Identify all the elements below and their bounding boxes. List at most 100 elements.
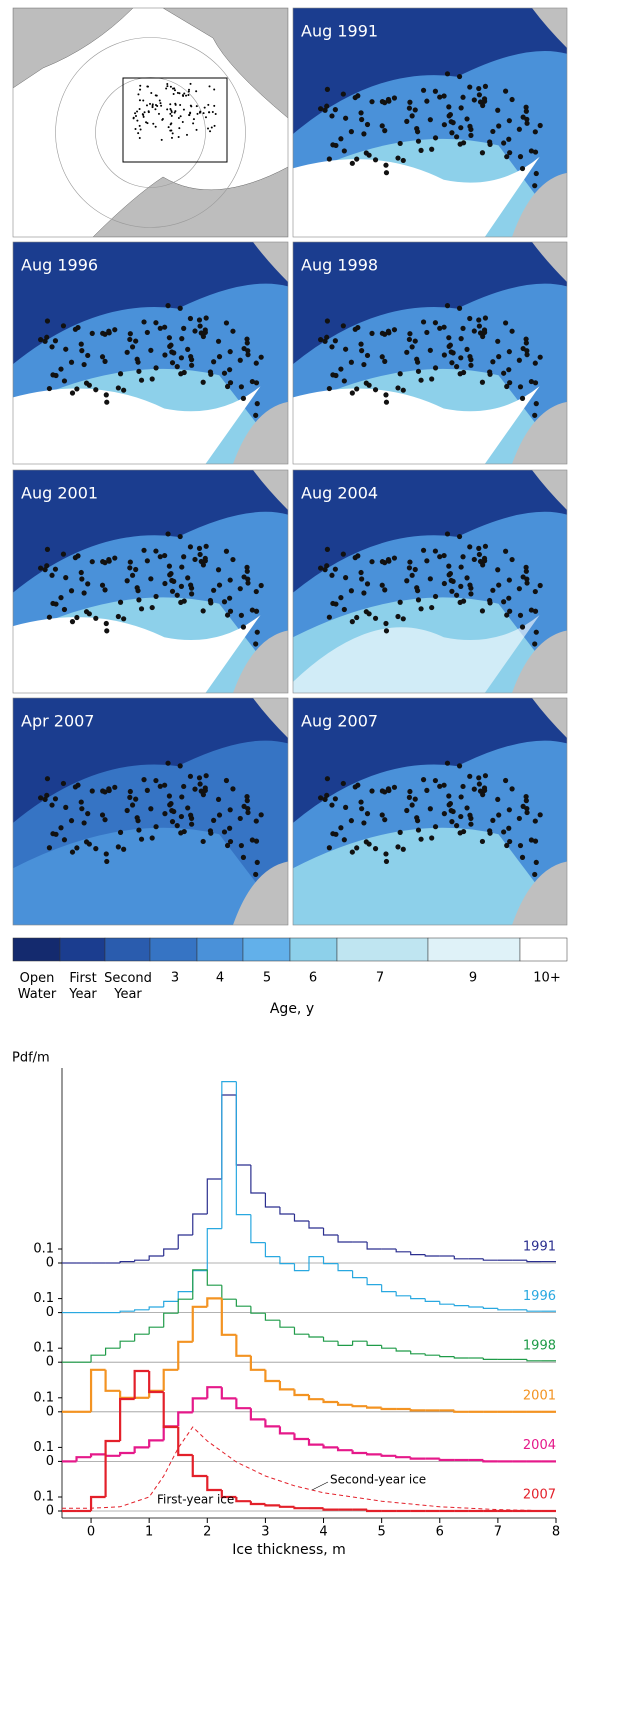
buoy [324,334,330,340]
buoy [506,595,512,601]
y-tick-label: 0.1 [33,1341,54,1356]
buoy [189,821,195,827]
histogram-bin [163,1300,179,1307]
buoy [178,599,184,606]
buoy [238,842,244,849]
buoy [89,788,95,794]
buoy [203,106,206,109]
histogram-bin [148,1371,164,1394]
buoy [467,315,473,322]
buoy [395,844,401,850]
buoy [354,614,360,621]
buoy [136,119,139,122]
buoy [379,788,385,794]
buoy [460,783,466,790]
buoy [136,597,142,603]
series-label: 1991 [523,1240,556,1255]
buoy [407,559,413,565]
buoy [172,93,175,96]
buoy [60,551,67,557]
map-panel [12,7,289,238]
buoy [185,346,191,352]
histogram-bin [206,1227,222,1271]
buoy [179,564,185,570]
colorbar-swatch [12,937,61,962]
buoy [359,576,365,582]
buoy [53,831,59,837]
buoy [153,824,159,830]
buoy [359,806,365,812]
colorbar-swatch [104,937,151,962]
buoy [153,548,159,554]
buoy [506,577,512,583]
y-tick-label: 0 [46,1504,54,1519]
buoy [170,111,173,114]
buoy [333,601,339,607]
buoy [121,846,127,852]
histogram-bin [235,1299,251,1307]
histogram-bin [526,1260,542,1263]
buoy [471,328,477,334]
buoy [151,104,154,107]
buoy [467,582,473,588]
buoy [185,94,188,97]
buoy [177,533,183,540]
buoy [340,780,346,787]
buoy [412,566,418,573]
buoy [490,128,496,135]
buoy [146,85,149,88]
buoy [395,385,401,391]
buoy [449,819,455,825]
buoy [244,564,250,570]
buoy [467,353,473,360]
buoy [456,533,463,540]
buoy [467,84,473,90]
histogram-bin [424,1353,440,1356]
buoy [195,105,198,108]
buoy [471,556,477,563]
buoy [138,377,145,383]
histogram-bin [177,1290,193,1302]
buoy [329,113,335,119]
buoy [523,564,529,570]
buoy [167,343,173,349]
buoy [178,813,185,820]
histogram-bin [337,1235,353,1243]
histogram-bin [380,1407,397,1411]
buoy [412,107,418,113]
buoy [170,109,173,112]
buoy [145,121,148,124]
buoy [37,795,44,801]
reference-curve [62,1426,557,1512]
buoy [187,315,194,322]
leader [311,1481,329,1491]
histogram-bin [307,1395,324,1401]
buoy [174,592,180,598]
buoy [441,352,447,358]
buoy [343,346,349,352]
buoy [187,773,194,779]
buoy [383,170,390,176]
buoy [112,327,118,333]
buoy [501,829,507,835]
panel-frame [12,241,289,465]
histogram-bin [293,1327,309,1335]
histogram-bin [337,1341,353,1347]
buoy [188,353,194,360]
buoy [165,531,171,537]
buoy [446,113,452,119]
buoy [476,92,482,98]
buoy [192,122,195,125]
land [512,861,567,925]
buoy [223,548,230,554]
buoy [537,812,543,818]
histogram-bin [250,1306,266,1314]
buoy [427,117,433,123]
buoy [458,355,464,361]
buoy [449,360,455,366]
buoy [157,325,163,331]
buoy [479,379,486,385]
buoy [482,83,489,89]
buoy [355,553,361,559]
buoy [177,117,180,120]
